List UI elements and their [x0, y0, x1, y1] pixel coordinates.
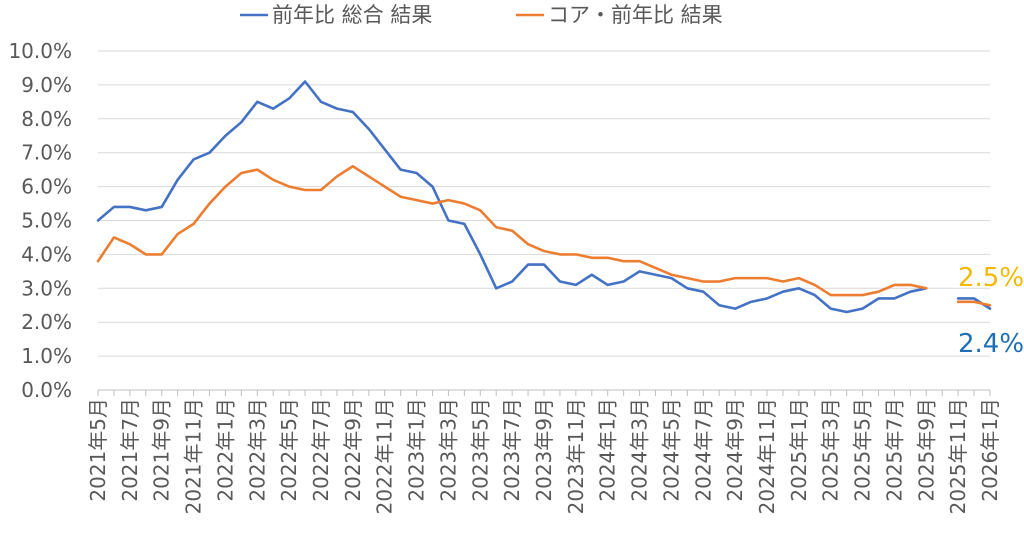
end-value-label: 2.5%	[958, 263, 1024, 293]
y-tick-label: 1.0%	[21, 344, 72, 368]
y-tick-label: 6.0%	[21, 175, 72, 199]
x-tick-label: 2024年9月	[723, 398, 747, 502]
x-tick-label: 2022年1月	[213, 398, 237, 502]
x-tick-label: 2021年9月	[150, 398, 174, 502]
y-tick-label: 3.0%	[21, 276, 72, 300]
series-line	[96, 164, 992, 307]
x-tick-label: 2023年11月	[564, 398, 588, 514]
y-tick-label: 4.0%	[21, 242, 72, 266]
gridlines	[98, 50, 990, 357]
series-lines	[96, 80, 992, 314]
x-tick-label: 2025年9月	[914, 398, 938, 502]
x-tick-label: 2023年1月	[405, 398, 429, 502]
x-tick-label: 2022年7月	[309, 398, 333, 502]
series-line	[96, 80, 992, 314]
y-axis-ticks: 0.0% 1.0% 2.0% 3.0% 4.0% 5.0% 6.0% 7.0% 8.0% 9.0%…	[8, 39, 72, 402]
y-tick-label: 5.0%	[21, 209, 72, 233]
x-tick-label: 2024年7月	[691, 398, 715, 502]
y-tick-label: 7.0%	[21, 141, 72, 165]
x-tick-label: 2021年7月	[118, 398, 142, 502]
x-axis	[97, 389, 991, 396]
legend: 前年比 総合 結果 コア・前年比 結果	[240, 3, 723, 27]
y-tick-label: 8.0%	[21, 107, 72, 131]
x-tick-label: 2023年5月	[468, 398, 492, 502]
x-tick-label: 2025年1月	[787, 398, 811, 502]
x-tick-label: 2025年7月	[882, 398, 906, 502]
x-tick-label: 2023年9月	[532, 398, 556, 502]
x-tick-label: 2021年11月	[182, 398, 206, 514]
x-tick-label: 2024年1月	[596, 398, 620, 502]
x-tick-label: 2022年3月	[245, 398, 269, 502]
x-tick-label: 2023年3月	[436, 398, 460, 502]
y-tick-label: 0.0%	[21, 378, 72, 402]
end-value-label: 2.4%	[958, 329, 1024, 359]
x-tick-label: 2022年9月	[341, 398, 365, 502]
x-tick-label: 2024年5月	[659, 398, 683, 502]
x-tick-label: 2024年11月	[755, 398, 779, 514]
x-tick-label: 2021年5月	[86, 398, 110, 502]
x-tick-label: 2026年1月	[978, 398, 1002, 502]
y-tick-label: 9.0%	[21, 73, 72, 97]
end-labels: 2.5% 2.4%	[958, 263, 1024, 359]
legend-label: 前年比 総合 結果	[272, 3, 432, 27]
x-tick-label: 2024年3月	[628, 398, 652, 502]
legend-label: コア・前年比 結果	[548, 3, 723, 27]
x-tick-label: 2025年3月	[819, 398, 843, 502]
x-tick-label: 2022年11月	[373, 398, 397, 514]
y-tick-label: 10.0%	[8, 39, 72, 63]
x-tick-label: 2023年7月	[500, 398, 524, 502]
x-tick-label: 2025年11月	[946, 398, 970, 514]
x-tick-label: 2022年5月	[277, 398, 301, 502]
x-axis-ticks: 2021年5月 2021年7月 2021年9月 2021年11月 2022年1月 2022…	[86, 398, 1002, 514]
x-tick-label: 2025年5月	[851, 398, 875, 502]
y-tick-label: 2.0%	[21, 310, 72, 334]
